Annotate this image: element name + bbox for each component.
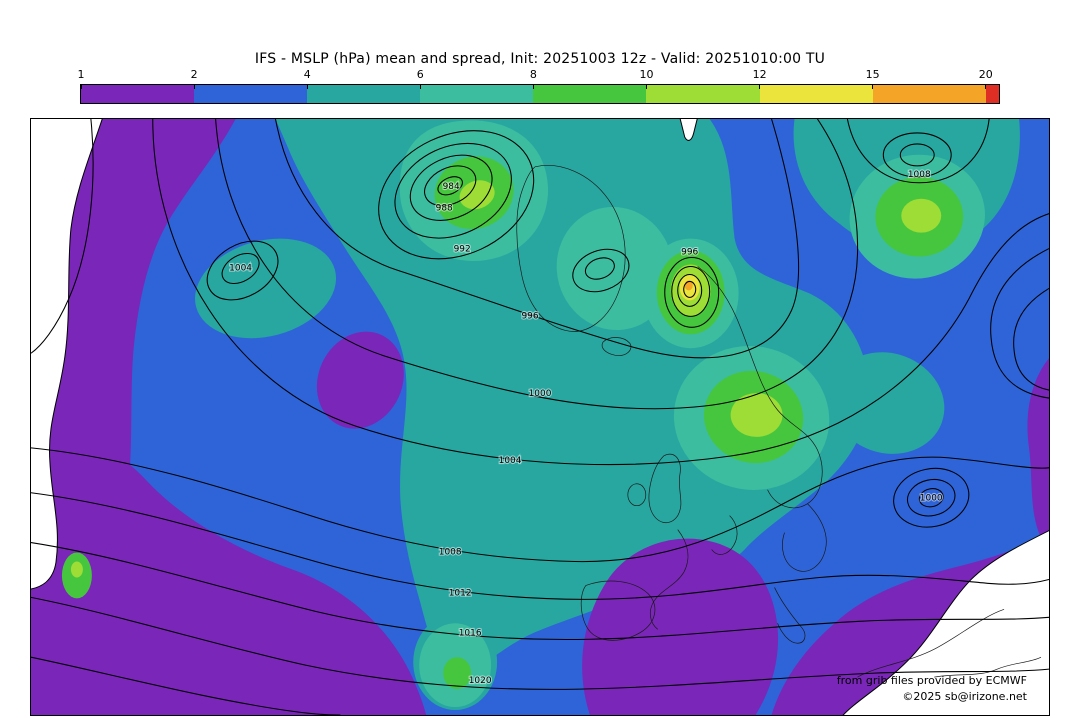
spread-teal-patch-west — [195, 238, 337, 339]
spread-purple-patch-mid — [316, 331, 404, 429]
spread-teal-patch-baltic — [830, 352, 945, 454]
map-attribution: from grib files provided by ECMWF ©2025 … — [837, 673, 1027, 705]
spread-purple-southwest — [31, 413, 427, 715]
contour-label: 988 — [436, 204, 453, 214]
colorbar-segment-4-6 — [307, 85, 421, 103]
africa-coastline-2 — [934, 656, 1042, 678]
colorbar-tick-label: 8 — [529, 68, 537, 81]
contour-label: 1020 — [469, 676, 492, 686]
norway-coast — [697, 266, 823, 509]
colorbar-tick-label: 12 — [752, 68, 767, 81]
colorbar-segment-1-2 — [81, 85, 195, 103]
colorbar-tick-mark — [985, 85, 987, 89]
isobar-contours — [31, 119, 1049, 715]
spread-purple-iberia — [582, 538, 779, 715]
colorbar-tick-mark — [872, 85, 874, 89]
iberia-coast — [580, 580, 656, 641]
spread-lightgreen-scandinavia — [730, 393, 783, 437]
contour-label: 1000 — [529, 389, 552, 399]
contour-label: 1000 — [920, 494, 943, 504]
spread-lightgreen-west-dot — [70, 561, 83, 578]
spread-green-south-dot — [443, 657, 472, 690]
colorbar-tick-mark — [532, 85, 534, 89]
contour-label: 1004 — [499, 456, 522, 466]
contour-label: 992 — [454, 245, 471, 255]
contour-label: 996 — [521, 311, 538, 321]
colorbar-tick-mark — [306, 85, 308, 89]
contour-label: 996 — [681, 248, 698, 258]
denmark-coast — [711, 515, 738, 555]
spread-lightgreen-northeast — [901, 198, 942, 233]
greenland-coast — [516, 165, 626, 332]
attribution-source: from grib files provided by ECMWF — [836, 674, 1027, 687]
italy-coast — [774, 587, 806, 644]
spread-fill-regions — [31, 119, 1049, 715]
baltic-coast — [782, 503, 827, 572]
map-domain-boundary — [31, 119, 1049, 715]
colorbar-tick-mark — [645, 85, 647, 89]
colorbar-tick-mark — [193, 85, 195, 89]
iceland-coast — [601, 337, 632, 356]
colorbar-segment-10-12 — [646, 85, 760, 103]
contour-label: 1004 — [229, 263, 252, 273]
spread-purple-northwest-band — [31, 119, 236, 580]
contour-label: 1008 — [908, 170, 931, 180]
contour-label: 1016 — [459, 628, 482, 638]
spread-purple-right-strip — [1027, 358, 1049, 543]
colorbar-segment-6-8 — [420, 85, 534, 103]
colorbar-legend: 1 2 4 6 8 10 12 15 20 — [78, 68, 1000, 104]
colorbar-tick-label: 2 — [190, 68, 198, 81]
uk-coast — [648, 453, 682, 524]
colorbar-segment-2-4 — [194, 85, 308, 103]
colorbar-tick-mark — [419, 85, 421, 89]
colorbar-tick-label: 20 — [978, 68, 993, 81]
attribution-copyright: ©2025 sb@irizone.net — [902, 690, 1027, 703]
colorbar-tick-mark — [759, 85, 761, 89]
contour-label: 984 — [443, 182, 460, 192]
contour-label: 1008 — [439, 548, 462, 558]
colorbar-tick-label: 10 — [639, 68, 654, 81]
domain-white-west — [31, 119, 103, 590]
colorbar-tick-label: 4 — [303, 68, 311, 81]
colorbar-segment-20+ — [985, 85, 999, 103]
colorbar-tick-label: 15 — [865, 68, 880, 81]
ireland-coast — [627, 483, 647, 507]
colorbar-segment-12-15 — [759, 85, 873, 103]
domain-white-top-notch — [679, 119, 698, 141]
colorbar-tick-label: 1 — [77, 68, 85, 81]
chart-title: IFS - MSLP (hPa) mean and spread, Init: … — [254, 51, 826, 67]
map-svg: 984 988 992 996 996 1000 1004 1004 1008 1008 1012 1… — [31, 119, 1049, 715]
colorbar-segment-8-10 — [533, 85, 647, 103]
spread-lightgreen-iceland — [459, 180, 495, 210]
map-frame: 984 988 992 996 996 1000 1004 1004 1008 1008 1012 1… — [30, 118, 1050, 716]
coastlines — [516, 165, 827, 644]
colorbar-segments: 1 2 4 6 8 10 12 15 20 — [78, 68, 1000, 104]
colorbar-tick-mark — [80, 85, 82, 89]
colorbar-tick-label: 6 — [416, 68, 424, 81]
colorbar-segment-15-20 — [872, 85, 986, 103]
france-coast — [649, 529, 689, 630]
contour-label: 1012 — [449, 588, 472, 598]
